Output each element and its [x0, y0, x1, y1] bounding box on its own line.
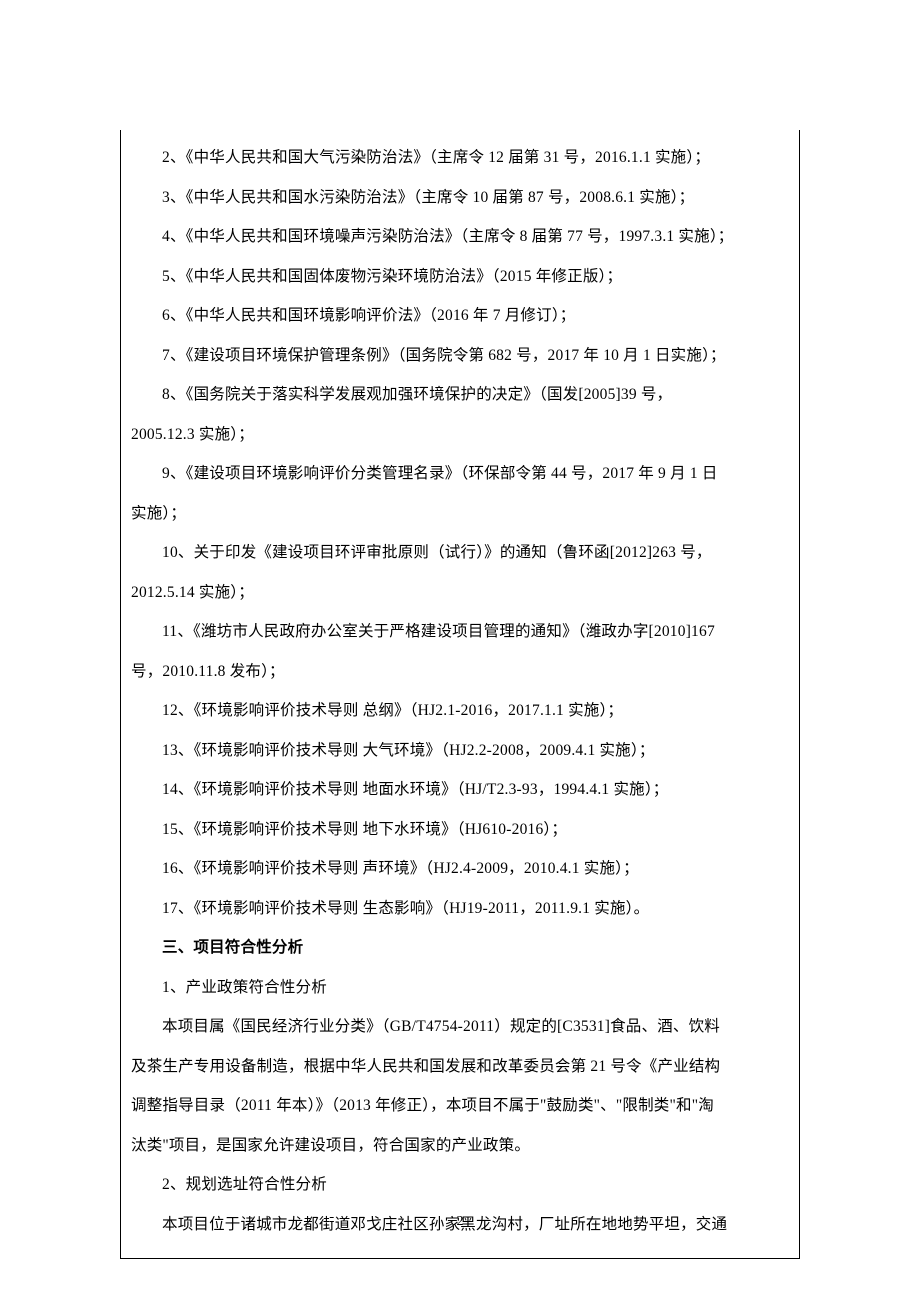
list-item: 6、《中华人民共和国环境影响评价法》（2016 年 7 月修订）； [131, 296, 789, 336]
paragraph-line: 本项目属《国民经济行业分类》（GB/T4754-2011）规定的[C3531]食… [131, 1007, 789, 1047]
paragraph-line: 调整指导目录（2011 年本）》（2013 年修正），本项目不属于"鼓励类"、"… [131, 1086, 789, 1126]
list-item: 9、《建设项目环境影响评价分类管理名录》（环保部令第 44 号，2017 年 9… [131, 454, 789, 494]
paragraph-line: 2、规划选址符合性分析 [131, 1165, 789, 1205]
list-item-continuation: 2012.5.14 实施）； [131, 573, 789, 613]
list-item: 12、《环境影响评价技术导则 总纲》（HJ2.1-2016，2017.1.1 实… [131, 691, 789, 731]
list-item-continuation: 2005.12.3 实施）； [131, 415, 789, 455]
list-item: 4、《中华人民共和国环境噪声污染防治法》（主席令 8 届第 77 号，1997.… [131, 217, 789, 257]
list-item: 8、《国务院关于落实科学发展观加强环境保护的决定》（国发[2005]39 号， [131, 375, 789, 415]
content-box: 2、《中华人民共和国大气污染防治法》（主席令 12 届第 31 号，2016.1… [120, 130, 800, 1259]
section-heading: 三、项目符合性分析 [131, 928, 789, 968]
paragraph-line: 汰类"项目，是国家允许建设项目，符合国家的产业政策。 [131, 1126, 789, 1166]
list-item: 10、关于印发《建设项目环评审批原则（试行）》的通知（鲁环函[2012]263 … [131, 533, 789, 573]
list-item: 17、《环境影响评价技术导则 生态影响》（HJ19-2011，2011.9.1 … [131, 889, 789, 929]
list-item-continuation: 号，2010.11.8 发布）； [131, 652, 789, 692]
list-item: 7、《建设项目环境保护管理条例》（国务院令第 682 号，2017 年 10 月… [131, 336, 789, 376]
paragraph-line: 1、产业政策符合性分析 [131, 968, 789, 1008]
document-page: 2、《中华人民共和国大气污染防治法》（主席令 12 届第 31 号，2016.1… [0, 0, 920, 1302]
list-item: 15、《环境影响评价技术导则 地下水环境》（HJ610-2016）； [131, 810, 789, 850]
list-item: 16、《环境影响评价技术导则 声环境》（HJ2.4-2009，2010.4.1 … [131, 849, 789, 889]
list-item: 2、《中华人民共和国大气污染防治法》（主席令 12 届第 31 号，2016.1… [131, 138, 789, 178]
list-item: 5、《中华人民共和国固体废物污染环境防治法》（2015 年修正版）； [131, 257, 789, 297]
list-item-continuation: 实施）； [131, 494, 789, 534]
paragraph-line: 及茶生产专用设备制造，根据中华人民共和国发展和改革委员会第 21 号令《产业结构 [131, 1047, 789, 1087]
list-item: 13、《环境影响评价技术导则 大气环境》（HJ2.2-2008，2009.4.1… [131, 731, 789, 771]
list-item: 3、《中华人民共和国水污染防治法》（主席令 10 届第 87 号，2008.6.… [131, 178, 789, 218]
list-item: 14、《环境影响评价技术导则 地面水环境》（HJ/T2.3-93，1994.4.… [131, 770, 789, 810]
page-number: 2 [0, 1214, 920, 1230]
list-item: 11、《潍坊市人民政府办公室关于严格建设项目管理的通知》（潍政办字[2010]1… [131, 612, 789, 652]
